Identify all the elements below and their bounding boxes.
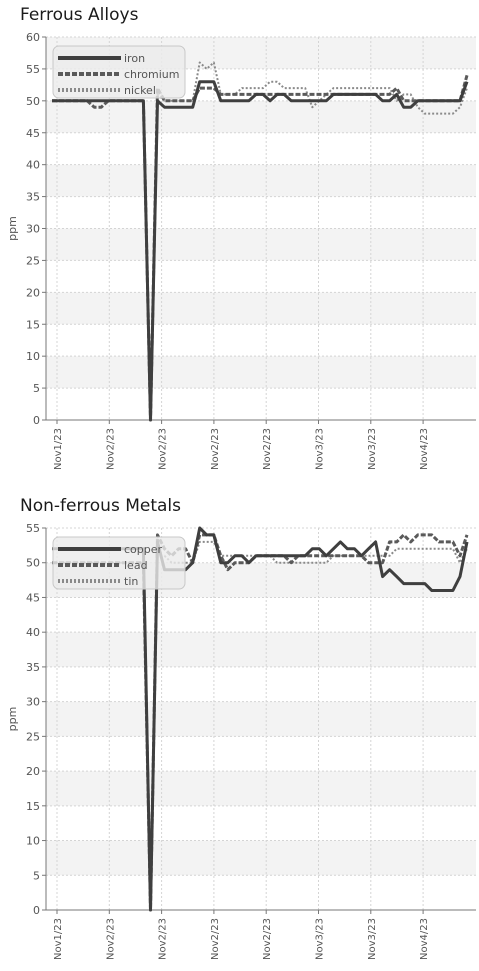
y-tick-label: 40 [26, 626, 40, 639]
x-tick-label: Nov3/23 [315, 428, 326, 470]
x-tick-label: Nov2/23 [105, 918, 116, 960]
plot-band [46, 701, 476, 737]
x-tick-label: Nov3/23 [367, 428, 378, 470]
y-tick-label: 15 [26, 800, 40, 813]
y-tick-label: 35 [26, 191, 40, 204]
plot-band [46, 228, 476, 261]
plot-band [46, 324, 476, 357]
plot-background [46, 37, 476, 420]
plot-background [46, 528, 476, 910]
y-tick-label: 10 [26, 835, 40, 848]
y-axis-label: ppm [6, 216, 19, 241]
legend-label-iron: iron [124, 52, 145, 65]
y-tick-label: 50 [26, 95, 40, 108]
plot-band [46, 196, 476, 229]
legend-label-copper: copper [124, 543, 163, 556]
legend-label-nickel: nickel [124, 84, 156, 97]
x-tick-label: Nov2/23 [262, 918, 273, 960]
y-tick-label: 30 [26, 223, 40, 236]
plot-band [46, 356, 476, 389]
legend-label-chromium: chromium [124, 68, 180, 81]
y-tick-label: 45 [26, 127, 40, 140]
x-tick-label: Nov2/23 [210, 918, 221, 960]
plot-band [46, 388, 476, 420]
plot-band [46, 875, 476, 910]
plot-band [46, 164, 476, 197]
x-tick-label: Nov2/23 [210, 428, 221, 470]
plot-band [46, 840, 476, 876]
plot-band [46, 736, 476, 772]
y-tick-label: 35 [26, 661, 40, 674]
x-tick-label: Nov1/23 [53, 428, 64, 470]
plot-band [46, 805, 476, 841]
y-tick-label: 55 [26, 522, 40, 535]
y-tick-label: 20 [26, 286, 40, 299]
y-axis-label: ppm [6, 707, 19, 732]
y-tick-label: 5 [33, 869, 40, 882]
series-line-iron [52, 80, 469, 422]
x-tick-label: Nov3/23 [367, 918, 378, 960]
y-tick-label: 45 [26, 591, 40, 604]
ferrous-chart: 0 5 10 15 20 25 30 35 40 45 50 55 60 Nov1/23 Nov2/23 No… [6, 31, 476, 470]
y-tick-label: 40 [26, 159, 40, 172]
y-tick-label: 50 [26, 557, 40, 570]
x-tick-label: Nov4/23 [419, 428, 430, 470]
x-tick-label: Nov2/23 [262, 428, 273, 470]
x-tick-label: Nov2/23 [158, 428, 169, 470]
x-tick-label: Nov2/23 [105, 428, 116, 470]
legend-label-lead: lead [124, 559, 148, 572]
y-tick-label: 30 [26, 696, 40, 709]
y-tick-label: 15 [26, 318, 40, 331]
x-tick-label: Nov4/23 [419, 918, 430, 960]
y-tick-label: 25 [26, 730, 40, 743]
ferrous-chart-panel: Ferrous Alloys 0 5 10 15 20 25 30 35 40 45 50 55 60 N… [0, 0, 479, 480]
y-tick-label: 0 [33, 904, 40, 917]
y-tick-label: 20 [26, 765, 40, 778]
y-tick-label: 25 [26, 254, 40, 267]
x-tick-label: Nov2/23 [158, 918, 169, 960]
chart-title: Non-ferrous Metals [20, 496, 182, 516]
plot-band [46, 260, 476, 293]
plot-band [46, 132, 476, 165]
plot-band [46, 292, 476, 325]
chart-title: Ferrous Alloys [20, 5, 139, 25]
plot-band [46, 666, 476, 702]
y-tick-label: 5 [33, 382, 40, 395]
legend-label-tin: tin [124, 575, 138, 588]
y-tick-label: 0 [33, 414, 40, 427]
y-tick-label: 60 [26, 31, 40, 44]
nonferrous-chart-panel: Non-ferrous Metals 0 5 10 15 20 25 30 35 40 45 50 5… [0, 490, 479, 971]
x-tick-label: Nov1/23 [53, 918, 64, 960]
plot-band [46, 597, 476, 633]
x-tick-label: Nov3/23 [315, 918, 326, 960]
plot-band [46, 771, 476, 806]
y-tick-label: 55 [26, 63, 40, 76]
plot-band [46, 632, 476, 667]
nonferrous-chart: 0 5 10 15 20 25 30 35 40 45 50 55 Nov1/23 Nov2/23 Nov2… [6, 522, 476, 960]
y-tick-label: 10 [26, 350, 40, 363]
